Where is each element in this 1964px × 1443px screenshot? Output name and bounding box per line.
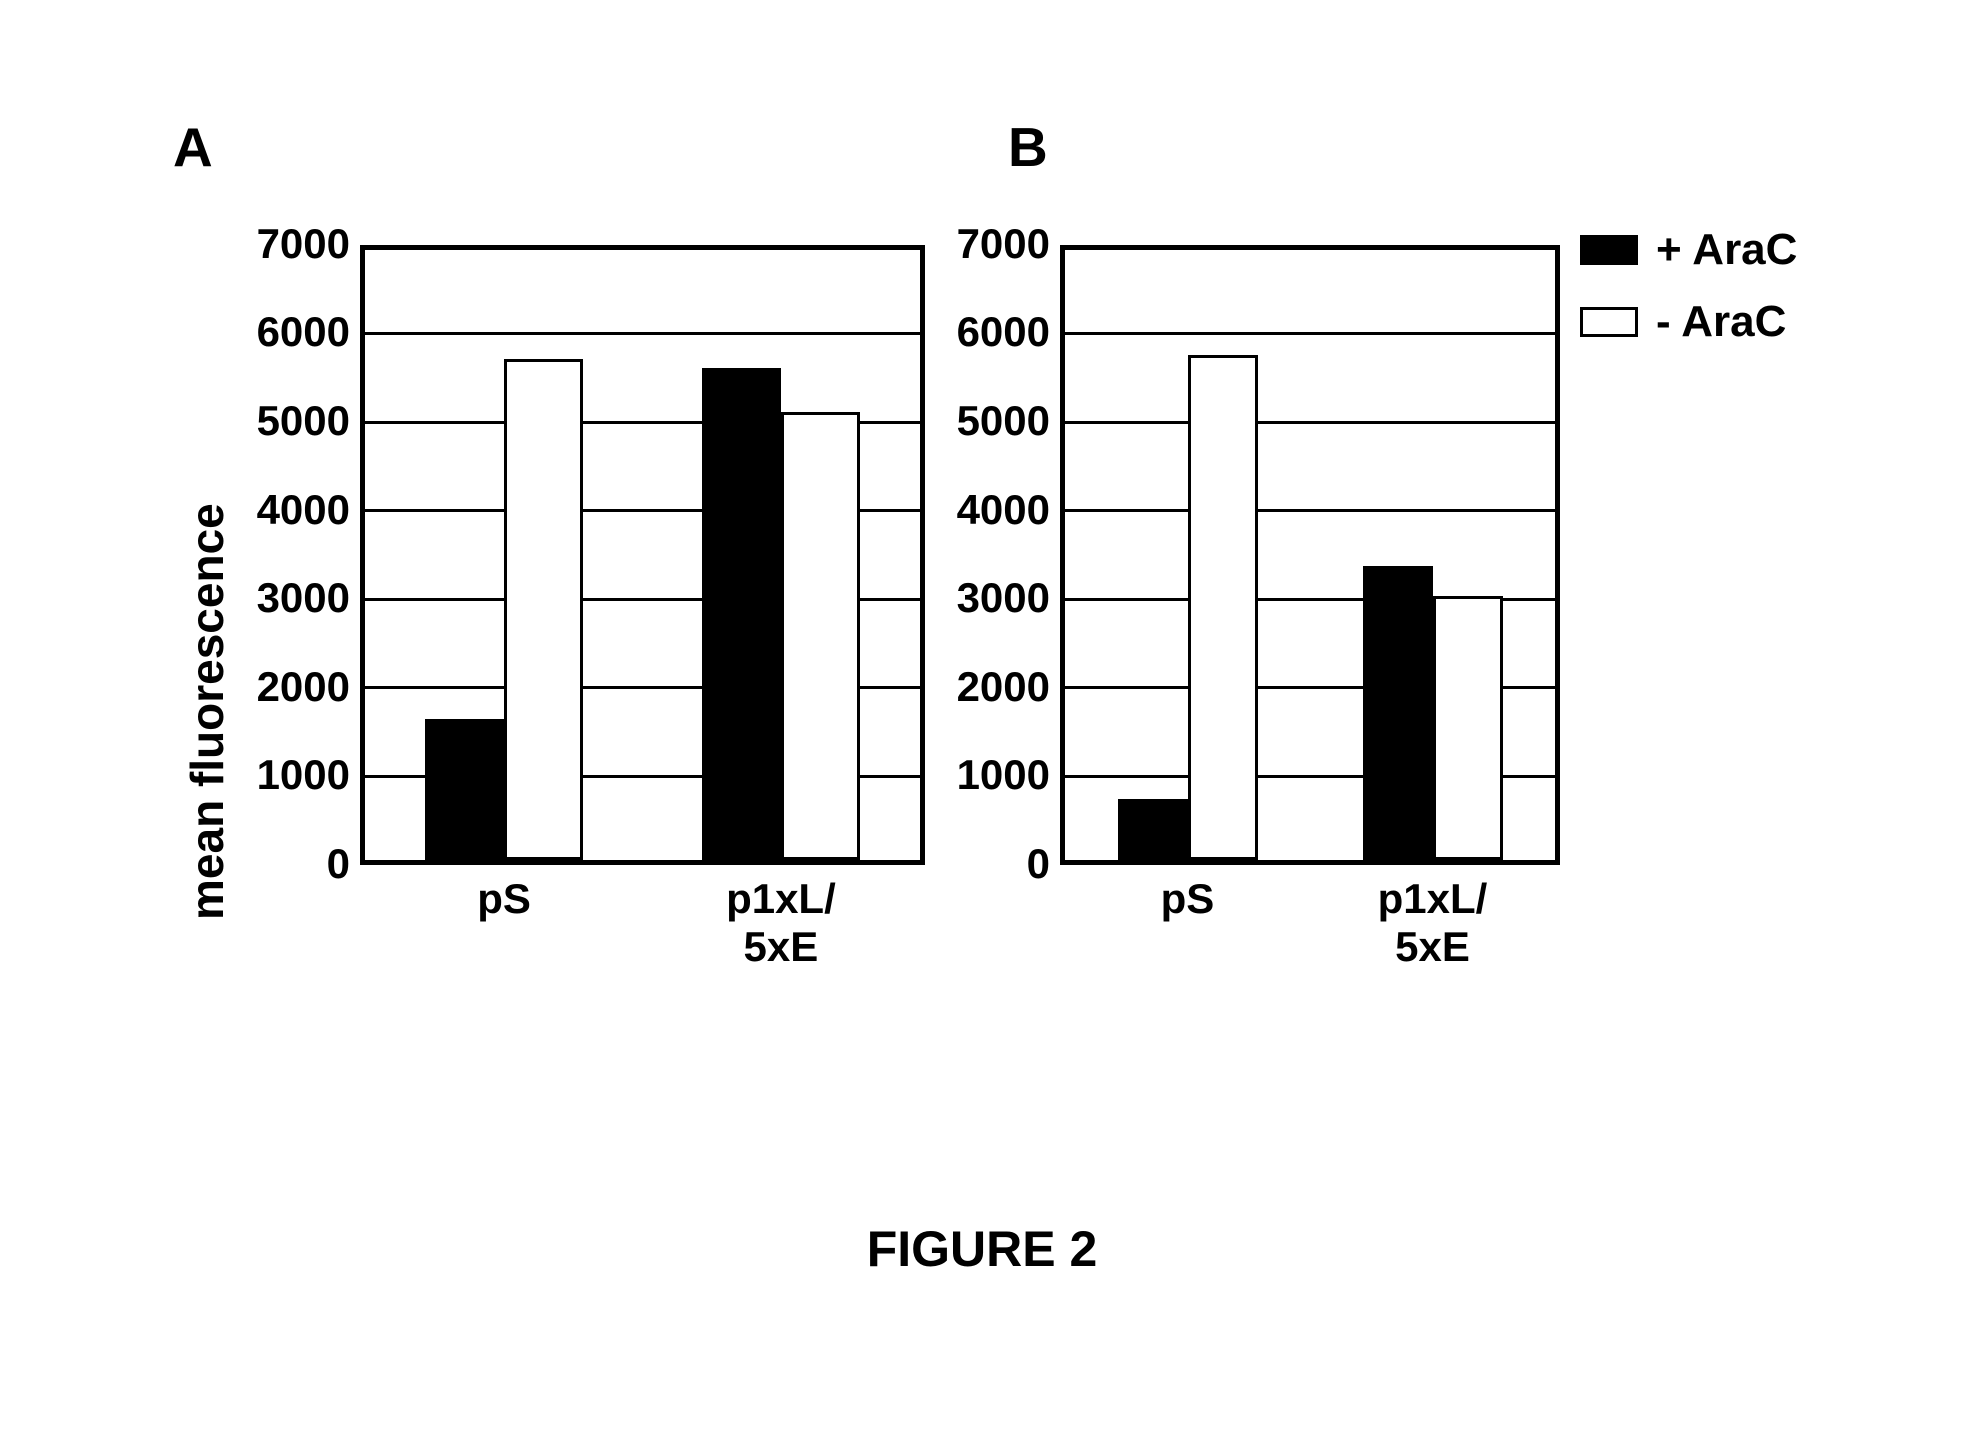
y-tick-label: 0	[910, 840, 1050, 888]
legend-item: + AraC	[1580, 225, 1797, 275]
bar	[1433, 596, 1503, 860]
legend-swatch	[1580, 235, 1638, 265]
legend-label: - AraC	[1656, 297, 1786, 347]
axis-line	[360, 245, 925, 250]
y-tick-label: 1000	[210, 751, 350, 799]
y-tick-label: 7000	[910, 220, 1050, 268]
chart-panel-a: 01000200030004000500060007000pSp1xL/5xE	[360, 245, 925, 865]
y-tick-label: 5000	[910, 397, 1050, 445]
y-tick-label: 7000	[210, 220, 350, 268]
x-tick-label: pS	[1100, 875, 1275, 923]
figure-caption: FIGURE 2	[0, 1220, 1964, 1278]
bar	[1118, 799, 1188, 861]
y-tick-label: 1000	[910, 751, 1050, 799]
gridline	[1065, 509, 1555, 512]
bar	[781, 412, 860, 860]
x-tick-label: p1xL/5xE	[682, 875, 880, 972]
bar	[1363, 566, 1433, 860]
x-tick-label: p1xL/5xE	[1345, 875, 1520, 972]
axis-line	[360, 245, 365, 865]
legend-swatch	[1580, 307, 1638, 337]
y-tick-label: 6000	[910, 308, 1050, 356]
panel-b-label: B	[1008, 115, 1048, 179]
gridline	[1065, 332, 1555, 335]
bar	[425, 719, 504, 860]
y-tick-label: 5000	[210, 397, 350, 445]
legend-label: + AraC	[1656, 225, 1797, 275]
chart-panel-b: 01000200030004000500060007000pSp1xL/5xE	[1060, 245, 1560, 865]
y-tick-label: 4000	[910, 486, 1050, 534]
y-tick-label: 2000	[910, 663, 1050, 711]
x-tick-label: pS	[405, 875, 603, 923]
y-tick-label: 2000	[210, 663, 350, 711]
panel-a-label: A	[173, 115, 213, 179]
y-tick-label: 3000	[910, 574, 1050, 622]
y-tick-label: 3000	[210, 574, 350, 622]
axis-line	[1555, 245, 1560, 865]
bar	[504, 359, 583, 860]
y-tick-label: 0	[210, 840, 350, 888]
figure-canvas: A B mean fluorescence 010002000300040005…	[0, 0, 1964, 1443]
y-tick-label: 6000	[210, 308, 350, 356]
axis-line	[1060, 245, 1560, 250]
axis-line	[1060, 245, 1065, 865]
gridline	[365, 332, 920, 335]
bar	[702, 368, 781, 860]
gridline	[1065, 421, 1555, 424]
axis-line	[1060, 860, 1560, 865]
y-tick-label: 4000	[210, 486, 350, 534]
axis-line	[360, 860, 925, 865]
legend: + AraC - AraC	[1580, 225, 1797, 357]
legend-item: - AraC	[1580, 297, 1797, 347]
bar	[1188, 355, 1258, 860]
